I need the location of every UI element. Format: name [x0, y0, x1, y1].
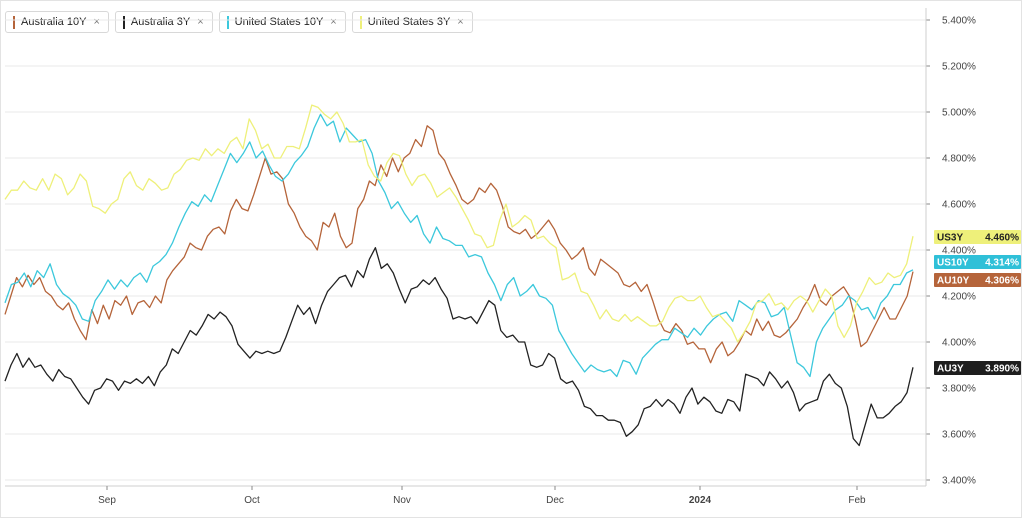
last-value-tag-au3y: AU3Y 3.890% [934, 361, 1021, 375]
y-tick-label: 5.200% [942, 62, 976, 73]
series-line-au3y [4, 247, 914, 447]
last-value-tag-value: 3.890% [985, 364, 1019, 375]
last-value-tag-bg [934, 361, 1021, 375]
x-tick-label: Dec [546, 495, 564, 506]
last-value-tag-value: 4.460% [985, 233, 1019, 244]
legend-chip-united-states-10y[interactable]: United States 10Y × [218, 11, 346, 33]
series-color-swatch [226, 15, 229, 29]
last-value-tag-us3y: US3Y 4.460% [934, 230, 1021, 244]
last-value-tag-name: US3Y [937, 233, 963, 244]
last-value-tag-au10y: AU10Y 4.306% [934, 273, 1021, 287]
last-value-tag-bg [934, 255, 1021, 269]
y-tick-label: 4.000% [942, 338, 976, 349]
series-line-us3y [4, 104, 914, 343]
y-tick-label: 4.800% [942, 154, 976, 165]
legend-chip-australia-3y[interactable]: Australia 3Y × [114, 11, 213, 33]
y-tick-label: 4.400% [942, 246, 976, 257]
y-tick-label: 5.000% [942, 108, 976, 119]
legend-label: United States 10Y [234, 16, 324, 28]
last-value-tag-name: AU3Y [937, 364, 964, 375]
series-line-au10y [4, 125, 914, 364]
last-value-tag-bg [934, 273, 1021, 287]
x-tick-label: Sep [98, 495, 116, 506]
y-tick-label: 4.200% [942, 292, 976, 303]
series-line-us10y [4, 113, 914, 378]
last-value-tag-value: 4.306% [985, 276, 1019, 287]
last-value-tag-name: AU10Y [937, 276, 970, 287]
last-value-tag-bg [934, 230, 1021, 244]
y-tick-label: 3.600% [942, 430, 976, 441]
x-tick-label: Nov [393, 495, 411, 506]
remove-series-icon[interactable]: × [330, 16, 337, 28]
last-value-tag-us10y: US10Y 4.314% [934, 255, 1021, 269]
y-tick-label: 3.400% [942, 476, 976, 487]
legend-label: United States 3Y [367, 16, 451, 28]
last-value-tag-value: 4.314% [985, 258, 1019, 269]
remove-series-icon[interactable]: × [457, 16, 464, 28]
series-color-swatch [13, 15, 15, 29]
legend-label: Australia 3Y [130, 16, 191, 28]
y-tick-label: 5.400% [942, 16, 976, 27]
legend-chip-united-states-3y[interactable]: United States 3Y × [351, 11, 473, 33]
y-tick-label: 4.600% [942, 200, 976, 211]
legend-chip-australia-10y[interactable]: Australia 10Y × [5, 11, 109, 33]
series-color-swatch [122, 15, 125, 29]
x-tick-label: Feb [848, 495, 866, 506]
legend-bar: Australia 10Y × Australia 3Y × United St… [5, 11, 473, 33]
x-tick-label: Oct [244, 495, 260, 506]
remove-series-icon[interactable]: × [93, 16, 100, 28]
last-value-tag-name: US10Y [937, 258, 969, 269]
x-tick-label: 2024 [689, 495, 712, 506]
y-tick-label: 3.800% [942, 384, 976, 395]
series-color-swatch [359, 15, 362, 29]
remove-series-icon[interactable]: × [197, 16, 204, 28]
legend-label: Australia 10Y [21, 16, 87, 28]
